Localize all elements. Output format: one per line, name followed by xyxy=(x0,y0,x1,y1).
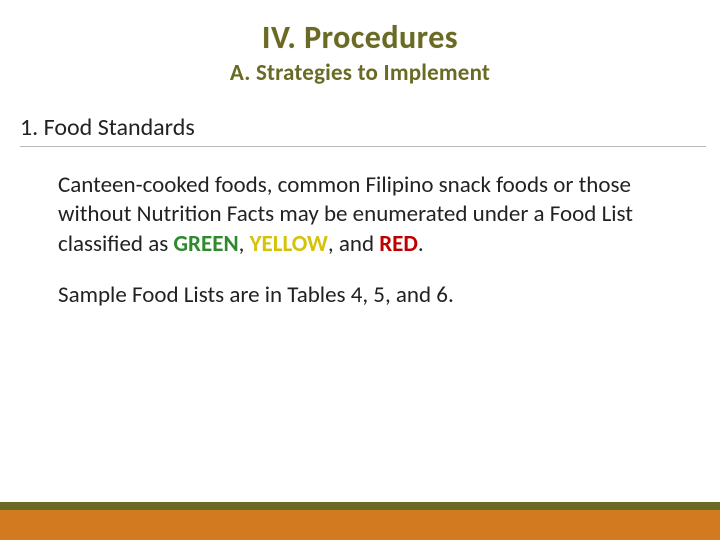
paragraph-2: Sample Food Lists are in Tables 4, 5, an… xyxy=(58,281,680,310)
green-label: GREEN xyxy=(173,230,238,258)
footer-stripe-bottom xyxy=(0,510,720,540)
footer-stripe-top xyxy=(0,502,720,510)
p1-sep2: , and xyxy=(328,230,379,258)
red-label: RED xyxy=(379,230,418,258)
p1-sep1: , xyxy=(239,230,250,258)
section-heading: 1. Food Standards xyxy=(20,113,706,147)
body-text: Canteen-cooked foods, common Filipino sn… xyxy=(58,171,680,311)
p1-period: . xyxy=(418,230,424,258)
slide-container: IV. Procedures A. Strategies to Implemen… xyxy=(0,0,720,540)
slide-subtitle: A. Strategies to Implement xyxy=(14,59,706,87)
yellow-label: YELLOW xyxy=(250,230,328,258)
slide-title: IV. Procedures xyxy=(14,18,706,57)
paragraph-1: Canteen-cooked foods, common Filipino sn… xyxy=(58,171,680,259)
footer-bar xyxy=(0,502,720,540)
